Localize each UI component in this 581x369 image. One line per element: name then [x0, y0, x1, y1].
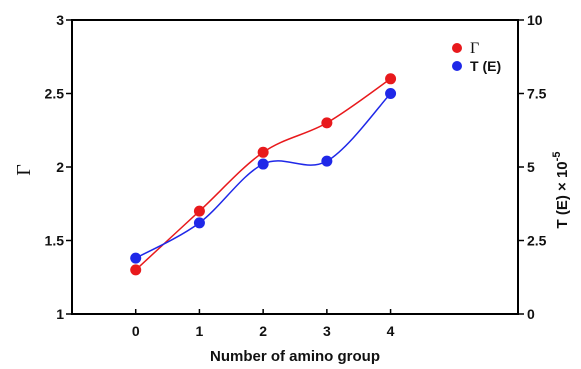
- series-layer: [130, 73, 397, 276]
- data-point-te: [193, 217, 205, 229]
- data-point-gamma: [257, 146, 269, 158]
- y-right-tick-label: 5: [527, 159, 535, 175]
- data-point-te: [321, 155, 333, 167]
- data-point-gamma: [193, 205, 205, 217]
- y-left-tick-label: 2: [56, 159, 64, 175]
- y-left-tick-label: 1: [56, 306, 64, 322]
- series-line-gamma: [135, 78, 391, 271]
- x-tick-label: 3: [323, 323, 331, 339]
- data-point-gamma: [130, 264, 142, 276]
- y-right-axis-title: T (E) × 10-5: [551, 152, 571, 229]
- data-point-te: [257, 158, 269, 170]
- legend-marker-te: [452, 61, 462, 71]
- data-point-gamma: [385, 73, 397, 85]
- data-point-te: [130, 252, 142, 264]
- y-left-tick-label: 1.5: [45, 233, 65, 249]
- y-left-tick-label: 3: [56, 12, 64, 28]
- series-line-te: [135, 92, 392, 259]
- y-right-tick-label: 2.5: [527, 233, 547, 249]
- y-right-tick-label: 10: [527, 12, 543, 28]
- x-axis-title: Number of amino group: [210, 348, 380, 365]
- x-tick-label: 0: [132, 323, 140, 339]
- legend-label-te: T (E): [470, 58, 501, 74]
- legend-label-gamma: Γ: [470, 40, 479, 57]
- x-axis-ticks: 0 1 2 3 4: [132, 309, 395, 339]
- legend-marker-gamma: [452, 43, 462, 53]
- data-point-te: [385, 88, 397, 99]
- x-tick-label: 2: [259, 323, 267, 339]
- x-tick-label: 1: [196, 323, 204, 339]
- y-left-axis-ticks: 1 1.5 2 2.5 3: [45, 12, 72, 322]
- legend: Γ T (E): [452, 40, 501, 74]
- y-right-tick-label: 0: [527, 306, 535, 322]
- y-right-axis-ticks: 0 2.5 5 7.5 10: [518, 12, 547, 322]
- y-left-tick-label: 2.5: [45, 86, 65, 102]
- y-left-axis-title: Γ: [13, 164, 35, 176]
- y-right-tick-label: 7.5: [527, 86, 547, 102]
- x-tick-label: 4: [387, 323, 395, 339]
- data-point-gamma: [321, 117, 333, 129]
